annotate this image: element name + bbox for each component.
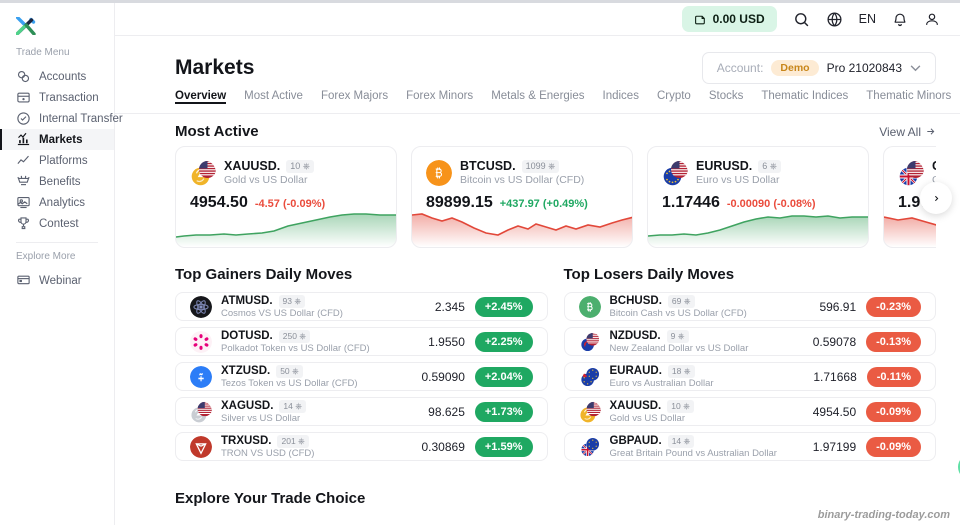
svg-text:⨤: ⨤ — [198, 373, 204, 384]
